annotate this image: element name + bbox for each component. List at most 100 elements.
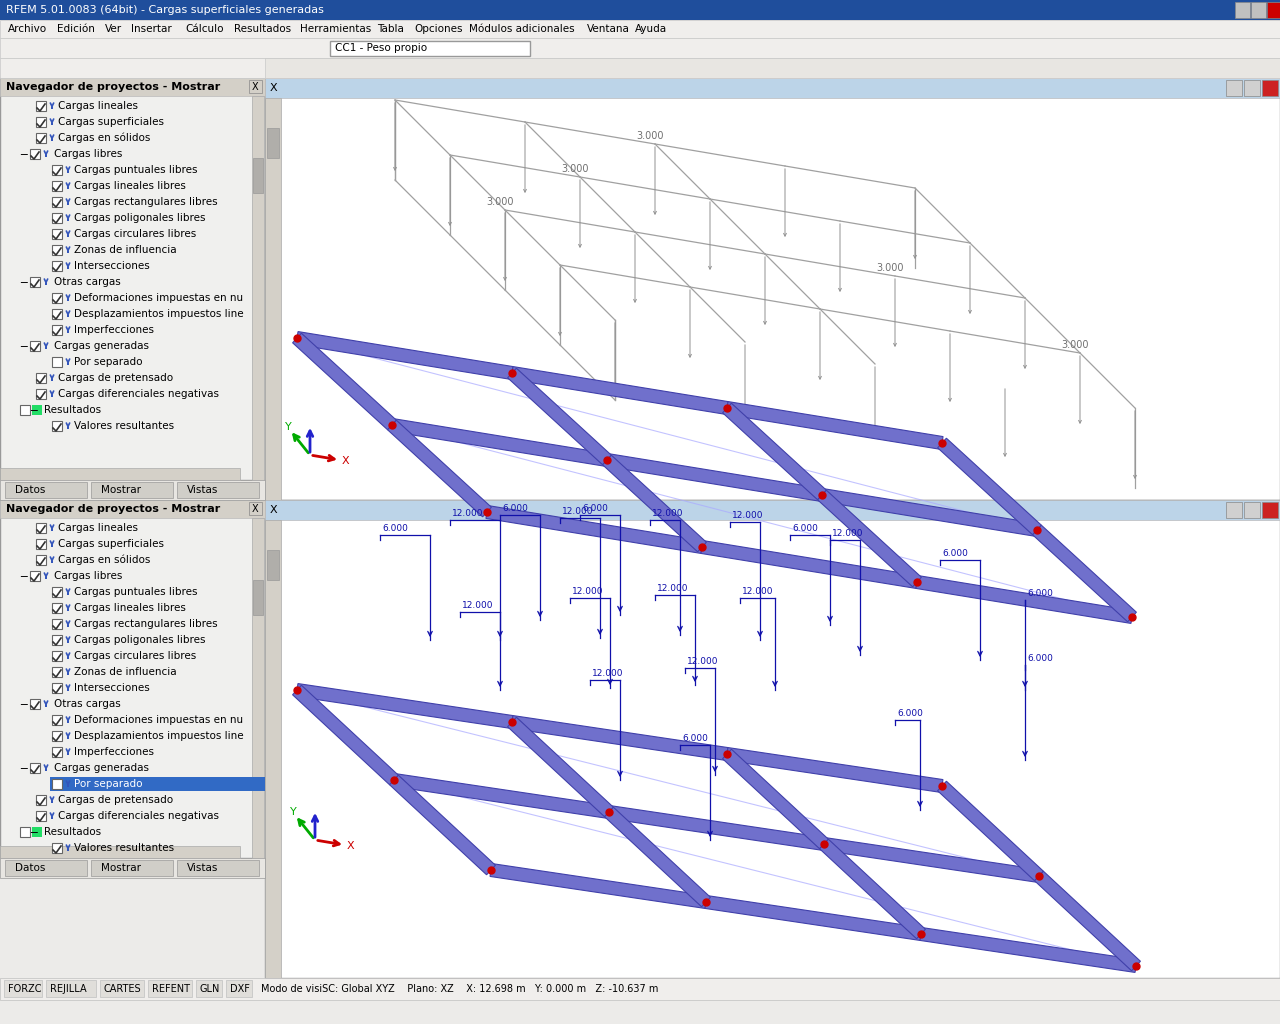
Bar [46, 980, 96, 997]
Bar [148, 980, 192, 997]
Text: 12.000: 12.000 [832, 529, 864, 538]
Text: ─: ─ [20, 341, 27, 351]
Polygon shape [490, 863, 707, 908]
Text: 12.000: 12.000 [462, 601, 494, 610]
Text: 6.000: 6.000 [582, 504, 608, 513]
Text: Cargas en sólidos: Cargas en sólidos [58, 133, 150, 143]
Text: Ventana: Ventana [586, 24, 630, 34]
Polygon shape [938, 438, 1042, 535]
Text: 12.000: 12.000 [732, 511, 763, 520]
Text: 3.000: 3.000 [486, 197, 513, 207]
Bar [32, 827, 42, 837]
Text: Vistas: Vistas [187, 863, 219, 873]
Bar [91, 860, 173, 876]
Bar [91, 482, 173, 498]
Bar [0, 58, 1280, 78]
Text: Imperfecciones: Imperfecciones [74, 325, 154, 335]
Text: Por separado: Por separado [74, 779, 142, 790]
Text: 12.000: 12.000 [452, 509, 484, 518]
Text: 3.000: 3.000 [561, 164, 589, 174]
Bar [1262, 80, 1277, 96]
Bar [265, 58, 1280, 78]
Bar [1226, 80, 1242, 96]
Text: Cargas poligonales libres: Cargas poligonales libres [74, 213, 206, 223]
Text: Cargas rectangulares libres: Cargas rectangulares libres [74, 197, 218, 207]
Text: FORZC: FORZC [8, 984, 41, 994]
Text: Insertar: Insertar [131, 24, 172, 34]
Polygon shape [389, 775, 495, 874]
Polygon shape [1034, 871, 1140, 971]
Bar [52, 683, 61, 693]
Text: Desplazamientos impuestos line: Desplazamientos impuestos line [74, 731, 243, 741]
Bar [36, 133, 46, 143]
Polygon shape [390, 419, 608, 466]
Bar [177, 860, 259, 876]
Bar [0, 38, 1280, 58]
Text: Cargas generadas: Cargas generadas [54, 341, 148, 351]
Text: Resultados: Resultados [44, 406, 101, 415]
Bar [36, 555, 46, 565]
Text: X: X [252, 504, 259, 514]
Text: Cargas libres: Cargas libres [54, 571, 123, 581]
Text: Otras cargas: Otras cargas [54, 278, 120, 287]
Text: 6.000: 6.000 [792, 524, 818, 534]
Text: Vistas: Vistas [187, 485, 219, 495]
Text: Edición: Edición [56, 24, 95, 34]
Bar [253, 580, 262, 615]
Text: Imperfecciones: Imperfecciones [74, 746, 154, 757]
Text: 6.000: 6.000 [502, 504, 527, 513]
Text: ─: ─ [20, 699, 27, 709]
Text: Cargas rectangulares libres: Cargas rectangulares libres [74, 618, 218, 629]
Polygon shape [604, 807, 710, 907]
Bar [52, 325, 61, 335]
Text: 6.000: 6.000 [381, 524, 408, 534]
Text: X: X [342, 456, 349, 466]
Bar [20, 827, 29, 837]
Polygon shape [388, 420, 492, 517]
Bar [253, 158, 262, 193]
Text: ─: ─ [20, 278, 27, 287]
Bar [29, 699, 40, 709]
Bar [36, 101, 46, 111]
Bar [0, 846, 241, 858]
Text: Intersecciones: Intersecciones [74, 261, 150, 271]
Text: Ver: Ver [105, 24, 123, 34]
Text: 6.000: 6.000 [682, 734, 708, 743]
Text: 12.000: 12.000 [742, 587, 773, 596]
Text: Otras cargas: Otras cargas [54, 699, 120, 709]
Text: DXF: DXF [230, 984, 250, 994]
Text: Cargas lineales libres: Cargas lineales libres [74, 181, 186, 191]
Text: Y: Y [285, 422, 292, 432]
Text: 12.000: 12.000 [591, 669, 623, 678]
Text: Cargas circulares libres: Cargas circulares libres [74, 229, 196, 239]
Text: Cargas lineales libres: Cargas lineales libres [74, 603, 186, 613]
Polygon shape [486, 506, 703, 553]
Bar [36, 117, 46, 127]
Text: Modo de visiSC: Global XYZ    Plano: XZ    X: 12.698 m   Y: 0.000 m   Z: -10.637: Modo de visiSC: Global XYZ Plano: XZ X: … [261, 984, 658, 994]
Text: Intersecciones: Intersecciones [74, 683, 150, 693]
Bar [1226, 502, 1242, 518]
Bar [177, 482, 259, 498]
Text: Deformaciones impuestas en nu: Deformaciones impuestas en nu [74, 715, 243, 725]
Polygon shape [726, 401, 943, 450]
Polygon shape [726, 748, 943, 793]
Polygon shape [508, 369, 612, 465]
Bar [29, 150, 40, 159]
Polygon shape [605, 454, 823, 502]
Bar [52, 587, 61, 597]
Text: 3.000: 3.000 [877, 263, 904, 273]
Text: 12.000: 12.000 [657, 584, 689, 593]
Bar [36, 795, 46, 805]
Bar [265, 78, 1280, 98]
Polygon shape [705, 896, 922, 940]
Bar [227, 980, 252, 997]
Text: 6.000: 6.000 [942, 549, 968, 558]
Text: REFENT: REFENT [152, 984, 189, 994]
Text: Herramientas: Herramientas [300, 24, 371, 34]
Bar [0, 500, 265, 518]
Text: 6.000: 6.000 [897, 709, 923, 718]
Bar [52, 165, 61, 175]
Text: Mostrar: Mostrar [101, 485, 141, 495]
Text: Cargas de pretensado: Cargas de pretensado [58, 373, 173, 383]
Text: Mostrar: Mostrar [101, 863, 141, 873]
